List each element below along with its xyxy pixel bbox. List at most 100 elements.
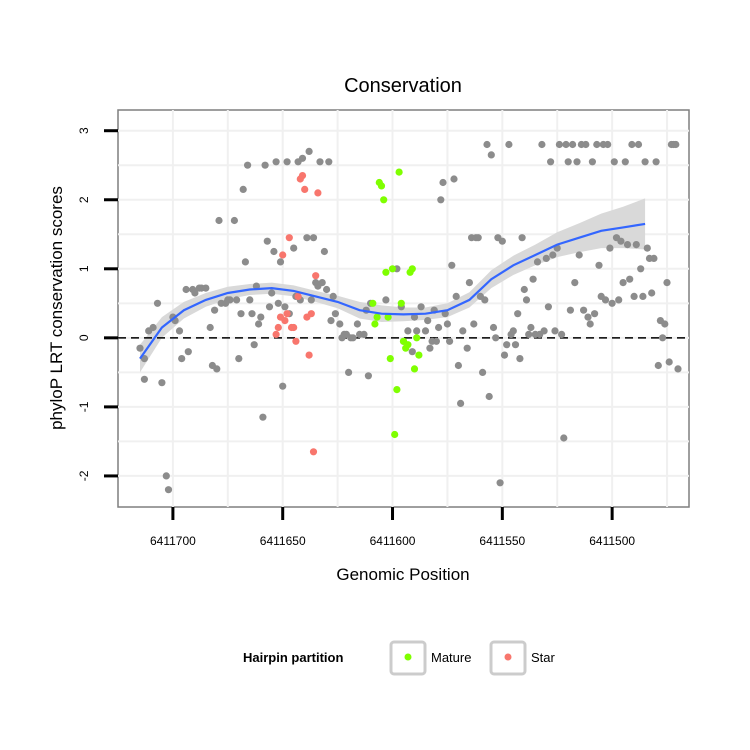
data-point-other (318, 279, 326, 287)
legend-swatch-mature (404, 653, 412, 661)
data-point-other (509, 327, 517, 335)
x-axis-title: Genomic Position (336, 565, 469, 584)
data-point-other (265, 303, 274, 311)
smooth-trend-line (139, 222, 646, 360)
data-point-other (520, 285, 528, 294)
data-point-mature (408, 265, 416, 273)
data-point-mature (371, 320, 379, 328)
data-point-other (608, 299, 616, 307)
data-point-other (479, 368, 487, 376)
data-point-other (547, 158, 555, 166)
data-point-other (255, 320, 263, 328)
data-point-other (492, 334, 500, 342)
data-point-other (518, 234, 526, 242)
data-point-mature (393, 386, 401, 394)
legend-item-mature: Mature (389, 640, 471, 676)
data-point-other (178, 355, 186, 363)
data-point-other (226, 296, 234, 304)
data-point-other (307, 296, 315, 304)
data-point-other (408, 348, 416, 356)
data-point-star (281, 317, 289, 325)
data-point-other (336, 320, 344, 328)
data-point-other (329, 292, 337, 300)
data-point-other (555, 140, 564, 149)
data-point-other (500, 351, 509, 359)
data-point-other (529, 275, 537, 283)
y-tick-label: -2 (77, 470, 91, 481)
data-point-other (463, 344, 471, 352)
data-point-other (641, 158, 649, 166)
data-point-other (650, 254, 658, 262)
data-point-mature (386, 355, 394, 363)
data-point-mature (395, 168, 403, 176)
data-point-other (601, 296, 610, 304)
data-point-other (573, 158, 581, 166)
data-point-other (439, 178, 447, 187)
data-point-other (424, 317, 432, 325)
data-point-other (569, 140, 577, 149)
data-point-other (259, 413, 267, 421)
data-point-other (211, 306, 219, 314)
data-point-other (279, 382, 287, 390)
legend-label-star: Star (531, 650, 556, 665)
y-axis-title: phyloP LRT conservation scores (47, 186, 66, 430)
data-point-other (540, 327, 548, 335)
data-point-other (325, 158, 333, 166)
data-point-other (498, 237, 506, 245)
data-point-other (643, 244, 651, 252)
data-point-star (290, 323, 298, 332)
x-axis: 6411700 6411650 6411600 6411550 6411500 (150, 507, 635, 548)
data-point-other (659, 334, 667, 342)
data-point-star (305, 351, 313, 359)
data-point-other (516, 355, 524, 363)
data-point-mature (415, 351, 423, 359)
data-point-other (153, 299, 162, 307)
data-point-other (615, 296, 623, 304)
data-point-mature (413, 334, 421, 342)
data-point-other (250, 341, 258, 349)
data-point-other (593, 140, 601, 149)
data-point-other (623, 241, 632, 249)
data-point-other (448, 261, 456, 269)
data-point-other (268, 289, 276, 297)
data-point-other (417, 303, 425, 311)
data-point-other (672, 140, 680, 149)
legend-item-star: Star (489, 640, 556, 676)
data-point-other (235, 355, 243, 363)
data-point-other (215, 216, 223, 225)
data-point-other (437, 196, 445, 204)
data-point-other (457, 399, 465, 407)
data-point-other (619, 279, 627, 287)
data-point-star (292, 337, 300, 345)
data-point-other (450, 175, 458, 183)
data-point-other (331, 310, 339, 318)
data-point-other (283, 158, 291, 166)
y-tick-label: -1 (77, 401, 91, 412)
y-tick-label: 3 (77, 127, 91, 134)
confidence-ribbon (140, 198, 646, 373)
data-point-mature (380, 196, 388, 204)
data-point-other (558, 330, 566, 338)
data-point-other (290, 244, 298, 252)
data-point-mature (382, 268, 390, 276)
data-point-other (544, 303, 553, 311)
data-point-other (580, 306, 588, 314)
data-point-other (149, 323, 157, 332)
data-point-other (237, 310, 245, 318)
data-point-other (162, 472, 170, 480)
data-point-other (663, 279, 671, 287)
legend-title: Hairpin partition (243, 650, 343, 665)
data-point-other (316, 158, 324, 166)
data-point-other (257, 313, 265, 321)
data-point-other (595, 261, 603, 269)
data-point-other (470, 320, 478, 328)
data-point-other (538, 140, 546, 149)
data-point-other (182, 285, 190, 294)
data-point-other (435, 323, 443, 332)
data-point-star (285, 234, 293, 242)
data-point-star (283, 310, 291, 318)
data-point-star (301, 185, 309, 193)
data-point-other (511, 341, 520, 349)
data-point-other (305, 147, 313, 155)
data-point-other (525, 330, 533, 338)
